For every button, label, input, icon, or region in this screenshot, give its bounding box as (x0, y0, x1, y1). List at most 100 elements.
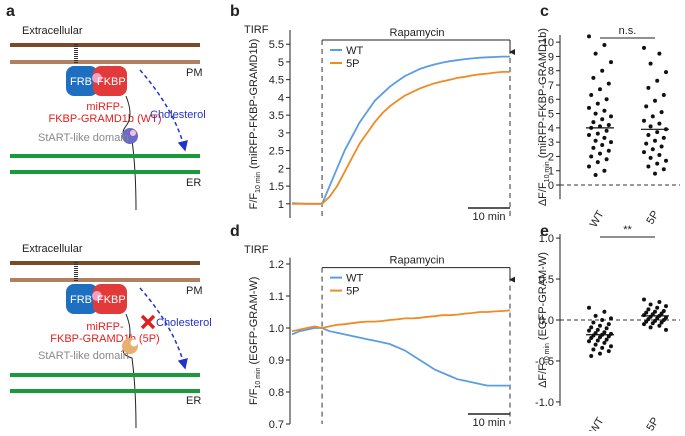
data-point (648, 325, 653, 330)
diagram-wt: Extracellular PM FRB FKBP miRFP- FKBP-GR… (10, 25, 206, 211)
label: miRFP- (86, 321, 124, 333)
method-label: TIRF (244, 24, 269, 36)
data-point (587, 164, 591, 169)
panel-label: d (230, 223, 240, 240)
data-point (661, 135, 666, 140)
data-point (606, 148, 611, 153)
data-point (595, 338, 600, 343)
data-point (644, 141, 649, 146)
data-point (587, 133, 591, 138)
annotation: n.s. (619, 25, 637, 37)
label: FKBP (97, 76, 126, 88)
y-tick-label: -0.5 (535, 356, 554, 368)
y-tick-label: 0.5 (539, 274, 554, 286)
y-tick-label: 7 (548, 80, 554, 92)
label: StART-like domain (38, 132, 129, 144)
y-label-rest: (EGFP-GRAM-W) (537, 252, 549, 340)
x-tick-label: WT (588, 415, 607, 431)
data-point (659, 144, 664, 149)
data-point (661, 93, 666, 98)
label: FKBP-GRAMD1b (5P) (50, 333, 159, 345)
data-point (606, 322, 611, 327)
annotation: Rapamycin (390, 255, 445, 267)
y-label-main: F/F (248, 193, 260, 210)
data-point (589, 154, 594, 159)
data-point (642, 45, 646, 50)
data-point (655, 78, 660, 83)
y-label-rest: (miRFP-FKBP-GRAMD1b) (537, 28, 549, 158)
data-point (602, 135, 607, 140)
data-point (587, 305, 591, 310)
data-point (609, 140, 613, 145)
membrane (10, 43, 200, 47)
fkbp (93, 284, 127, 314)
label: StART-like domain (38, 350, 129, 362)
data-point (600, 345, 605, 350)
tag (92, 73, 102, 83)
data-point (655, 161, 660, 166)
panel-label: c (540, 3, 549, 20)
y-tick-label: 4 (278, 92, 284, 104)
data-point (659, 320, 664, 325)
data-point (664, 70, 668, 75)
fkbp (93, 66, 127, 96)
data-point (587, 328, 591, 333)
data-point (591, 120, 596, 125)
data-point (657, 323, 662, 328)
data-point (591, 75, 596, 80)
diagram-5p: Extracellular PM FRB FKBP miRFP- FKBP-GR… (10, 243, 212, 429)
data-point (598, 151, 602, 156)
linker (122, 313, 137, 429)
y-tick-label: 0 (548, 180, 554, 192)
data-point (609, 60, 613, 65)
frb (66, 284, 98, 314)
data-point (589, 354, 594, 359)
data-point (606, 81, 611, 86)
block (140, 314, 156, 330)
y-tick-label: 9 (548, 51, 554, 63)
label: PM (186, 285, 203, 297)
y-tick-label: 5.5 (269, 39, 284, 51)
y-axis-label: F/F10 min (EGFP-GRAM-W) (248, 277, 262, 406)
data-point (589, 93, 594, 98)
y-tick-label: 5 (278, 57, 284, 69)
data-point (664, 304, 668, 309)
data-point (657, 121, 662, 126)
label: FRB (70, 76, 92, 88)
y-label-sub: 10 min (544, 343, 551, 364)
y-tick-label: 5 (548, 109, 554, 121)
y-tick-label: 1.5 (269, 181, 284, 193)
membrane (10, 373, 200, 377)
data-point (648, 61, 653, 66)
data-point (604, 97, 609, 102)
data-point (600, 318, 605, 322)
data-point (587, 105, 591, 110)
data-point (587, 34, 591, 39)
panel-label: a (6, 3, 15, 20)
y-tick-label: 0.9 (269, 355, 284, 367)
data-point (595, 327, 600, 332)
data-point (657, 299, 662, 304)
y-tick-label: 1 (278, 199, 284, 211)
y-label-main: ΔF/F (537, 182, 549, 206)
data-point (604, 128, 609, 133)
data-point (591, 347, 596, 352)
y-tick-label: 8 (548, 66, 554, 78)
y-tick-label: 1.1 (269, 291, 284, 303)
data-point (655, 305, 660, 310)
y-tick-label: 2 (548, 151, 554, 163)
data-point (650, 321, 655, 326)
label: miRFP- (86, 101, 124, 113)
y-tick-label: 2.5 (269, 146, 284, 158)
data-point (606, 349, 611, 354)
data-point (648, 124, 653, 129)
data-point (589, 336, 594, 341)
data-point (655, 130, 660, 135)
y-axis-label: F/F10 min (miRFP-FKBP-GRAMD1b) (248, 39, 262, 210)
data-point (650, 147, 655, 152)
panel-label: e (540, 223, 549, 240)
annotation: Rapamycin (390, 27, 445, 39)
data-point (642, 297, 646, 302)
data-point (593, 138, 598, 143)
